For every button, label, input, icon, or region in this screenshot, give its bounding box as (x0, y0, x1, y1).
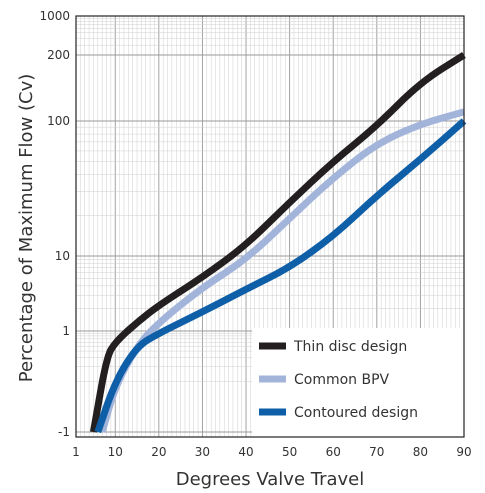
legend: Thin disc design Common BPV Contoured desi… (252, 328, 464, 437)
x-tick-label: 70 (369, 445, 384, 459)
y-tick-label: 10 (55, 249, 70, 263)
series-line-2 (94, 118, 467, 434)
x-axis-title: Degrees Valve Travel (176, 469, 365, 490)
x-tick-label: 30 (195, 445, 210, 459)
x-tick-label: 50 (282, 445, 297, 459)
y-axis-title: Percentage of Maximum Flow (Cv) (16, 74, 37, 383)
y-tick-label: 200 (47, 48, 70, 62)
x-axis-ticks: 1 10 20 30 40 50 60 70 80 90 (72, 445, 471, 459)
y-tick-label: 100 (47, 114, 70, 128)
legend-background (252, 328, 464, 437)
series-lines (89, 52, 467, 434)
x-tick-label: 20 (151, 445, 166, 459)
x-tick-label: 1 (72, 445, 80, 459)
y-axis-ticks: -1 1 10 100 200 1000 (39, 9, 70, 439)
x-tick-label: 80 (413, 445, 428, 459)
series-line-0 (89, 52, 466, 433)
x-tick-label: 40 (238, 445, 253, 459)
legend-label-1: Common BPV (294, 372, 390, 388)
plot-frame (75, 15, 465, 438)
x-tick-label: 10 (108, 445, 123, 459)
x-tick-label: 60 (326, 445, 341, 459)
x-tick-label: 90 (456, 445, 471, 459)
y-tick-label: -1 (58, 425, 70, 439)
legend-label-0: Thin disc design (293, 339, 407, 355)
y-tick-label: 1 (62, 324, 70, 338)
legend-label-2: Contoured design (294, 405, 418, 421)
y-tick-label: 1000 (39, 9, 70, 23)
